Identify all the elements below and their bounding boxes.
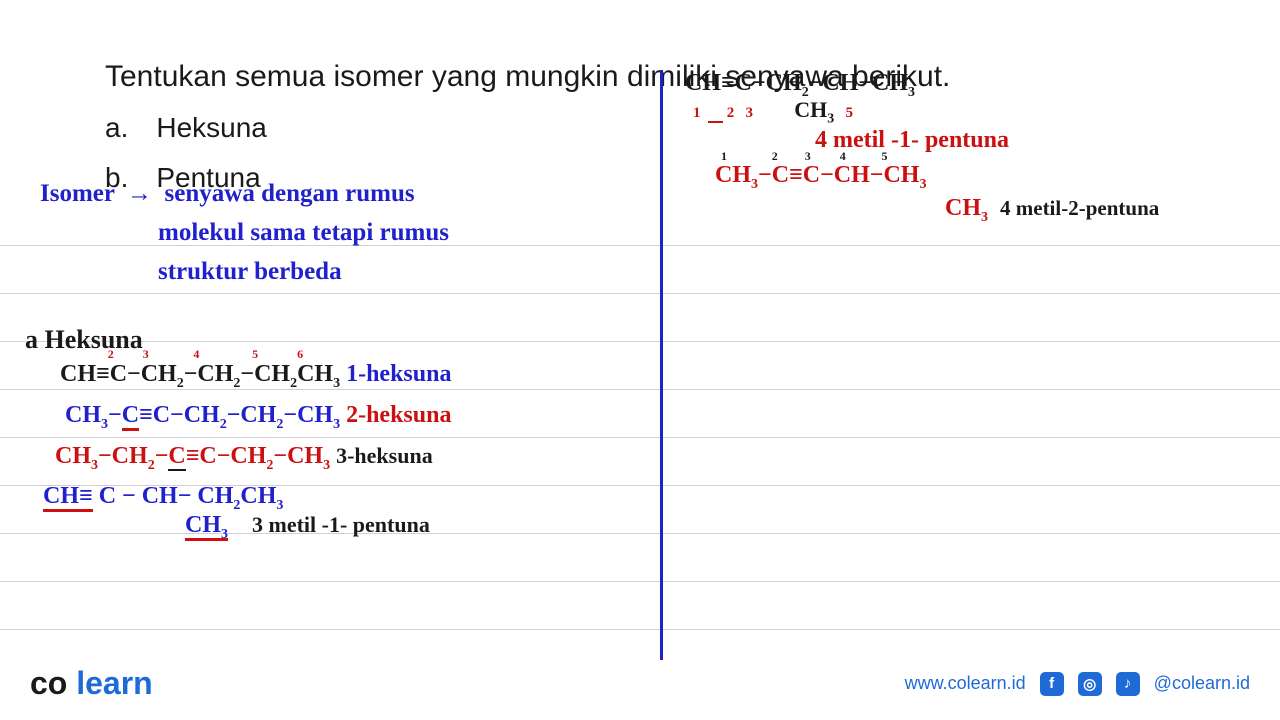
section-a-heading: a Heksuna [25, 325, 451, 355]
name-4m1p: 4 metil -1- pentuna [815, 127, 1159, 154]
isomer-4m2p: 1CH3−2C≡3C−4CH−5CH3 [715, 162, 1159, 193]
footer-handle: @colearn.id [1154, 673, 1250, 694]
isomer-3-heksuna: CH3−CH2−C≡C−CH2−CH3 3-heksuna [55, 443, 451, 474]
isomer-3m1p-branch-line: CH3 3 metil -1- pentuna [185, 512, 451, 543]
section-a-block: a Heksuna CH≡2C−3CH2−4CH2−5CH26CH3 1-hek… [25, 325, 451, 543]
tiktok-icon: ♪ [1116, 672, 1140, 696]
isomer-4m1p-carbons: 1 2 3 CH3 5 [693, 97, 1159, 127]
name-1-heksuna: 1-heksuna [346, 361, 451, 387]
option-a-letter: a. [105, 112, 128, 144]
def-line1-post: senyawa dengan rumus [165, 180, 415, 207]
definition-handwritten: Isomer → senyawa dengan rumus molekul sa… [40, 175, 449, 291]
name-4m2p: 4 metil-2-pentuna [1000, 196, 1159, 220]
def-arrow: → [127, 180, 152, 207]
isomer-2-heksuna: CH3−C≡C−CH2−CH2−CH3 2-heksuna [65, 402, 451, 433]
vertical-divider [660, 70, 663, 660]
footer-bar: co learn www.colearn.id f ◎ ♪ @colearn.i… [0, 665, 1280, 702]
logo-learn: learn [76, 665, 152, 701]
isomer-1-heksuna: CH≡2C−3CH2−4CH2−5CH26CH3 1-heksuna [60, 361, 451, 392]
isomer-3m1p: CH≡ C − CH− CH2CH3 [43, 483, 451, 514]
instagram-icon: ◎ [1078, 672, 1102, 696]
logo-co: co [30, 665, 67, 701]
footer-right: www.colearn.id f ◎ ♪ @colearn.id [905, 672, 1250, 696]
option-a-text: Heksuna [156, 112, 267, 144]
footer-url: www.colearn.id [905, 673, 1026, 694]
colearn-logo: co learn [30, 665, 153, 702]
name-3m1p: 3 metil -1- pentuna [252, 512, 430, 537]
name-2-heksuna: 2-heksuna [346, 402, 451, 428]
def-isomer: Isomer [40, 180, 115, 207]
def-line2: molekul sama tetapi rumus [158, 214, 449, 253]
facebook-icon: f [1040, 672, 1064, 696]
right-pane-block: CH≡C−CH2−CH−CH3 1 2 3 CH3 5 4 metil -1- … [685, 70, 1159, 226]
def-line3: struktur berbeda [158, 253, 449, 292]
name-3-heksuna: 3-heksuna [336, 443, 433, 468]
isomer-4m2p-branch: CH3 4 metil-2-pentuna [945, 195, 1159, 226]
